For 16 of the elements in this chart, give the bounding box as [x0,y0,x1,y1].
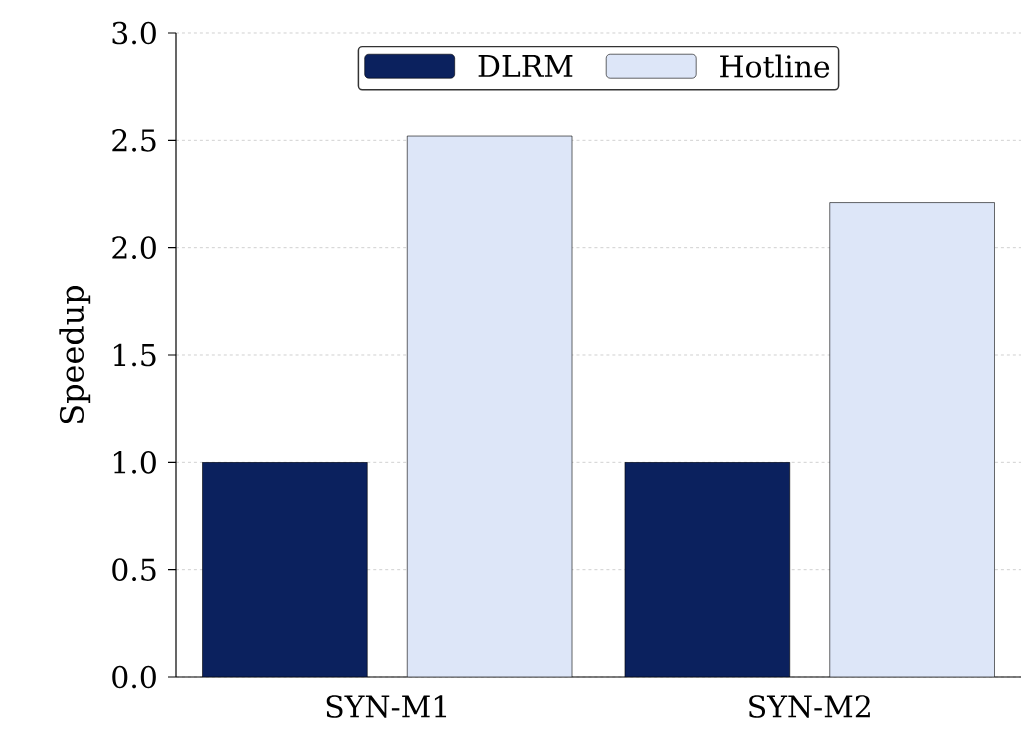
bar [406,135,573,677]
x-tick-label: SYN-M2 [749,695,870,718]
y-tick-label: 1.5 [113,343,156,367]
x-tick-label: SYN-M1 [326,695,447,718]
y-tick-label: 3.0 [112,21,156,45]
y-tick-label: 2.5 [112,129,156,152]
bar [624,462,791,677]
bar [829,202,995,677]
y-tick-label: 0.5 [112,558,156,581]
legend-label: Hotline [720,54,830,78]
y-axis-title: Speedup [59,285,91,423]
y-tick-label: 1.0 [113,451,156,474]
bar [202,462,368,677]
legend-label: DLRM [478,55,573,77]
y-tick-label: 2.0 [112,236,156,259]
y-tick-label: 0.0 [112,665,156,689]
